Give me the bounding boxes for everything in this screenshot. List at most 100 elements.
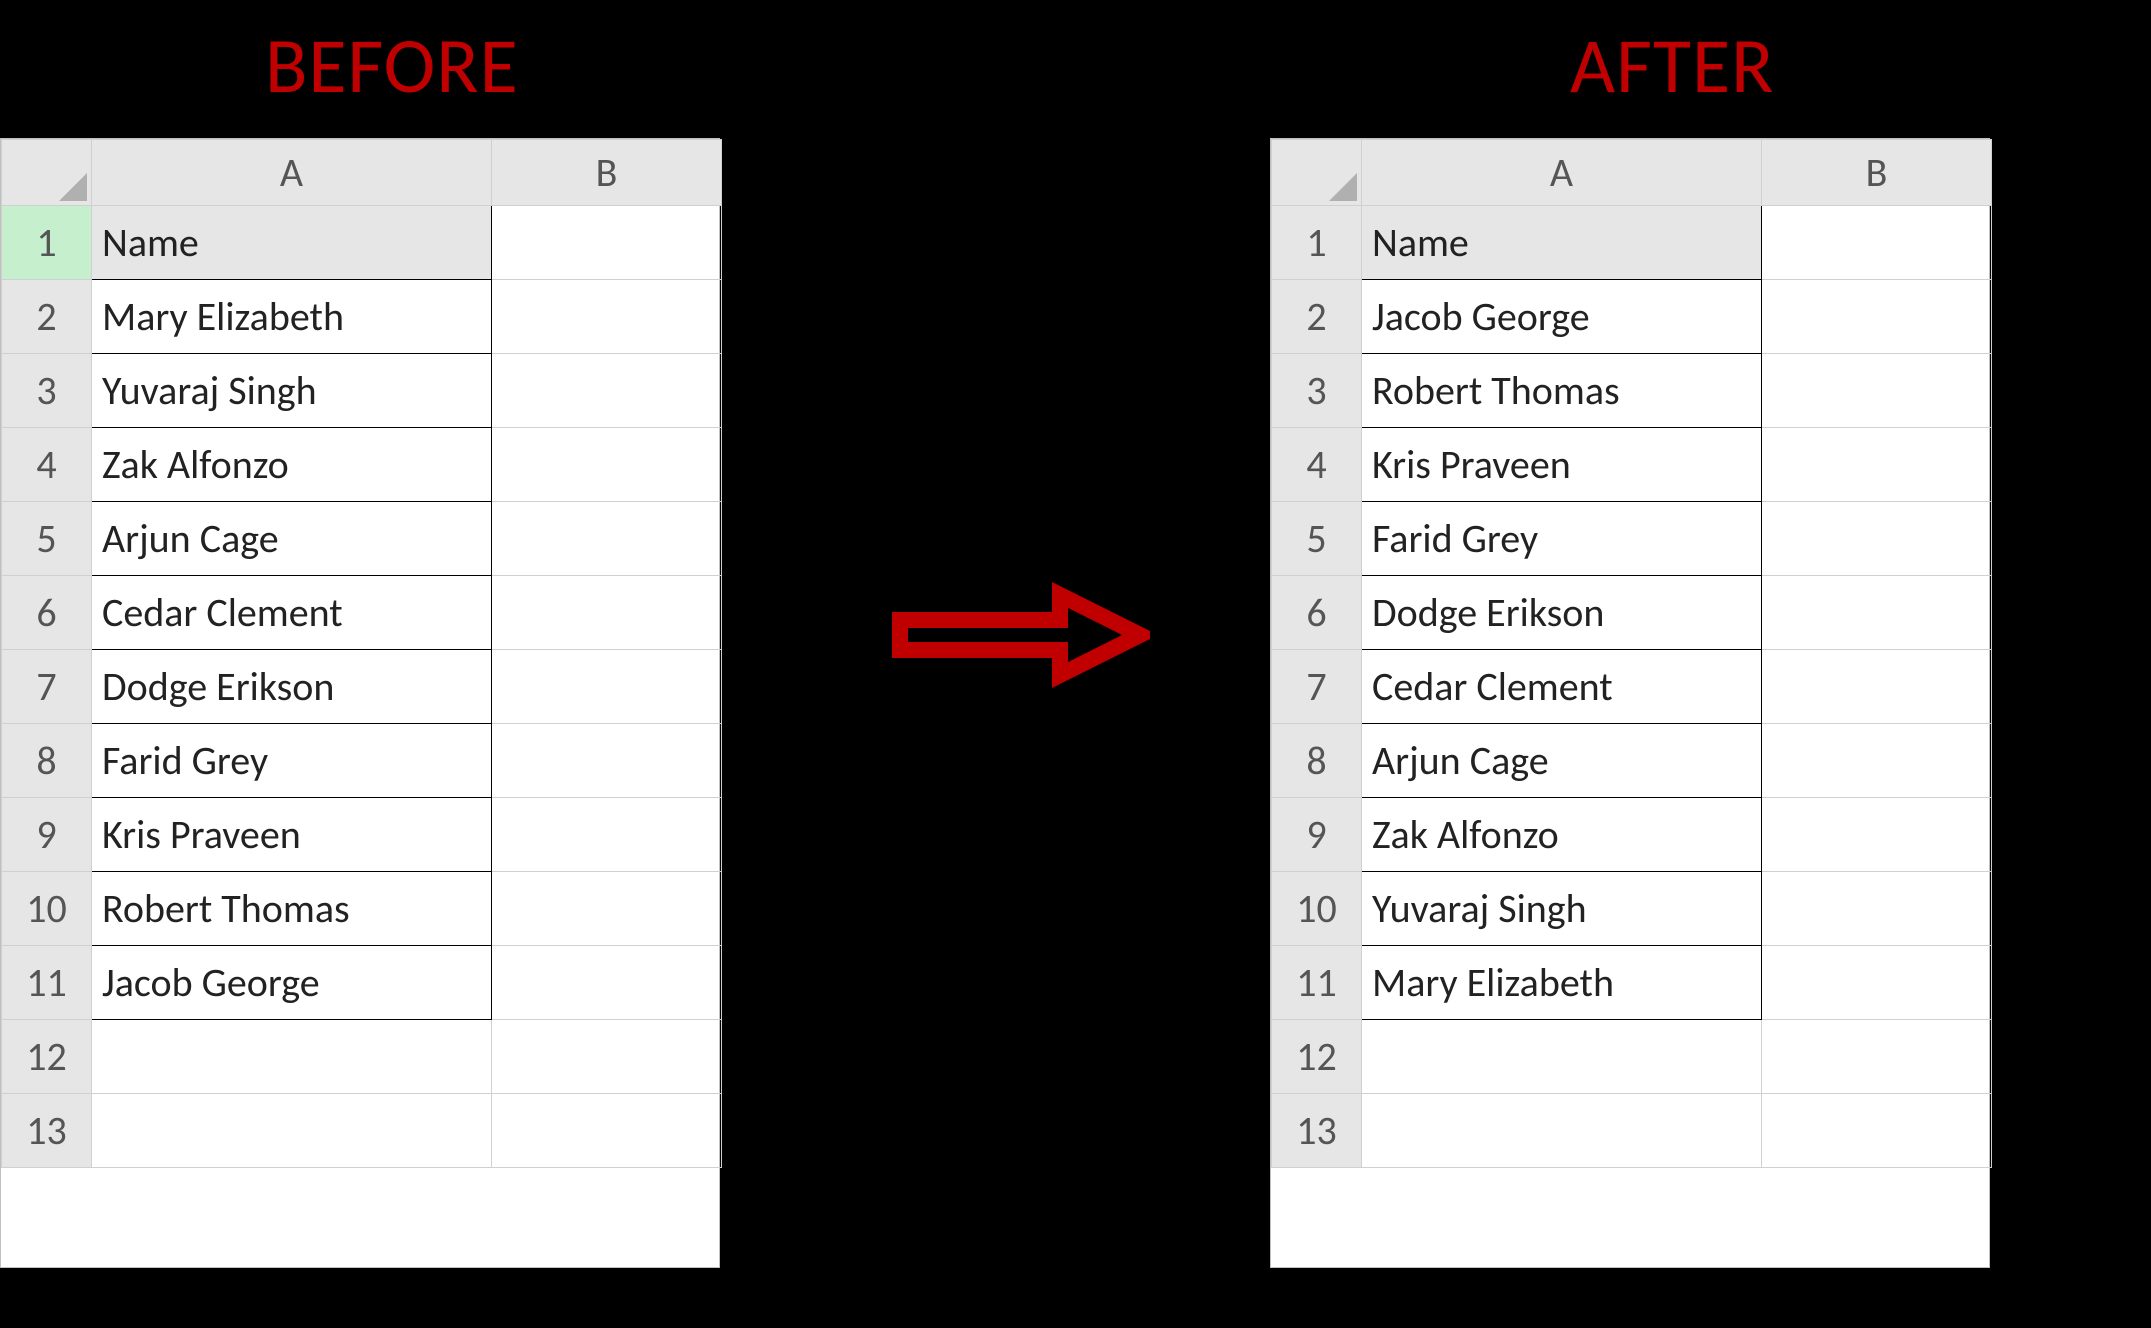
row-number[interactable]: 11: [1272, 946, 1362, 1020]
row-number[interactable]: 8: [2, 724, 92, 798]
select-all-icon: [1329, 173, 1357, 201]
cell[interactable]: Cedar Clement: [92, 576, 492, 650]
cell[interactable]: Dodge Erikson: [92, 650, 492, 724]
table-row: 5 Arjun Cage: [2, 502, 722, 576]
row-number[interactable]: 11: [2, 946, 92, 1020]
row-number[interactable]: 13: [2, 1094, 92, 1168]
comparison-stage: BEFORE AFTER A B 1 Name: [0, 0, 2151, 1328]
cell[interactable]: Zak Alfonzo: [1362, 798, 1762, 872]
cell[interactable]: Kris Praveen: [92, 798, 492, 872]
after-spreadsheet: A B 1 Name 2 Jacob George 3 Robert Thoma…: [1270, 138, 1990, 1268]
cell[interactable]: Robert Thomas: [1362, 354, 1762, 428]
cell[interactable]: [1762, 650, 1992, 724]
row-number[interactable]: 9: [2, 798, 92, 872]
cell[interactable]: Zak Alfonzo: [92, 428, 492, 502]
cell[interactable]: [1362, 1094, 1762, 1168]
cell[interactable]: [1762, 1094, 1992, 1168]
row-number[interactable]: 12: [2, 1020, 92, 1094]
row-number[interactable]: 10: [2, 872, 92, 946]
col-header-b[interactable]: B: [492, 140, 722, 206]
row-number[interactable]: 4: [2, 428, 92, 502]
row-number[interactable]: 7: [2, 650, 92, 724]
row-number[interactable]: 7: [1272, 650, 1362, 724]
cell[interactable]: [492, 1020, 722, 1094]
table-row: 13: [1272, 1094, 1992, 1168]
cell[interactable]: [492, 946, 722, 1020]
cell[interactable]: [1362, 1020, 1762, 1094]
row-number[interactable]: 4: [1272, 428, 1362, 502]
row-number[interactable]: 6: [1272, 576, 1362, 650]
cell[interactable]: [1762, 724, 1992, 798]
cell[interactable]: [492, 428, 722, 502]
row-number[interactable]: 13: [1272, 1094, 1362, 1168]
cell[interactable]: Farid Grey: [92, 724, 492, 798]
table-row: 6 Cedar Clement: [2, 576, 722, 650]
cell[interactable]: [1762, 946, 1992, 1020]
cell[interactable]: [1762, 1020, 1992, 1094]
cell[interactable]: Robert Thomas: [92, 872, 492, 946]
cell[interactable]: [1762, 428, 1992, 502]
table-row: 2 Mary Elizabeth: [2, 280, 722, 354]
cell[interactable]: Arjun Cage: [1362, 724, 1762, 798]
row-number[interactable]: 10: [1272, 872, 1362, 946]
row-number[interactable]: 5: [1272, 502, 1362, 576]
cell[interactable]: [1762, 280, 1992, 354]
row-number[interactable]: 9: [1272, 798, 1362, 872]
table-row: 3 Yuvaraj Singh: [2, 354, 722, 428]
cell[interactable]: Farid Grey: [1362, 502, 1762, 576]
cell[interactable]: [492, 724, 722, 798]
row-number[interactable]: 5: [2, 502, 92, 576]
cell[interactable]: Kris Praveen: [1362, 428, 1762, 502]
table-row: 8 Farid Grey: [2, 724, 722, 798]
col-header-b[interactable]: B: [1762, 140, 1992, 206]
cell-b1[interactable]: [492, 206, 722, 280]
row-number[interactable]: 2: [1272, 280, 1362, 354]
cell[interactable]: [1762, 354, 1992, 428]
cell[interactable]: [1762, 502, 1992, 576]
select-all-corner[interactable]: [2, 140, 92, 206]
cell[interactable]: Jacob George: [92, 946, 492, 1020]
cell[interactable]: [492, 280, 722, 354]
cell[interactable]: [1762, 576, 1992, 650]
cell[interactable]: [492, 354, 722, 428]
table-row: 7 Cedar Clement: [1272, 650, 1992, 724]
cell[interactable]: Dodge Erikson: [1362, 576, 1762, 650]
row-number[interactable]: 3: [1272, 354, 1362, 428]
table-row: 4 Zak Alfonzo: [2, 428, 722, 502]
cell[interactable]: [492, 1094, 722, 1168]
cell[interactable]: [92, 1094, 492, 1168]
cell[interactable]: Mary Elizabeth: [1362, 946, 1762, 1020]
cell[interactable]: [492, 650, 722, 724]
cell[interactable]: Arjun Cage: [92, 502, 492, 576]
row-number[interactable]: 6: [2, 576, 92, 650]
table-row: 11 Mary Elizabeth: [1272, 946, 1992, 1020]
cell[interactable]: [492, 798, 722, 872]
cell[interactable]: Jacob George: [1362, 280, 1762, 354]
row-number[interactable]: 3: [2, 354, 92, 428]
select-all-corner[interactable]: [1272, 140, 1362, 206]
row-number[interactable]: 1: [2, 206, 92, 280]
table-row: 9 Kris Praveen: [2, 798, 722, 872]
cell[interactable]: [492, 576, 722, 650]
col-header-a[interactable]: A: [1362, 140, 1762, 206]
after-table: A B 1 Name 2 Jacob George 3 Robert Thoma…: [1271, 139, 1992, 1168]
cell[interactable]: [492, 872, 722, 946]
cell[interactable]: [492, 502, 722, 576]
cell[interactable]: Yuvaraj Singh: [92, 354, 492, 428]
cell[interactable]: [1762, 872, 1992, 946]
table-row: 10 Yuvaraj Singh: [1272, 872, 1992, 946]
cell-a1[interactable]: Name: [1362, 206, 1762, 280]
col-header-a[interactable]: A: [92, 140, 492, 206]
cell[interactable]: Mary Elizabeth: [92, 280, 492, 354]
cell[interactable]: [1762, 798, 1992, 872]
row-number[interactable]: 2: [2, 280, 92, 354]
table-row: 9 Zak Alfonzo: [1272, 798, 1992, 872]
cell-b1[interactable]: [1762, 206, 1992, 280]
row-number[interactable]: 1: [1272, 206, 1362, 280]
cell[interactable]: Cedar Clement: [1362, 650, 1762, 724]
cell-a1[interactable]: Name: [92, 206, 492, 280]
cell[interactable]: [92, 1020, 492, 1094]
cell[interactable]: Yuvaraj Singh: [1362, 872, 1762, 946]
row-number[interactable]: 12: [1272, 1020, 1362, 1094]
row-number[interactable]: 8: [1272, 724, 1362, 798]
